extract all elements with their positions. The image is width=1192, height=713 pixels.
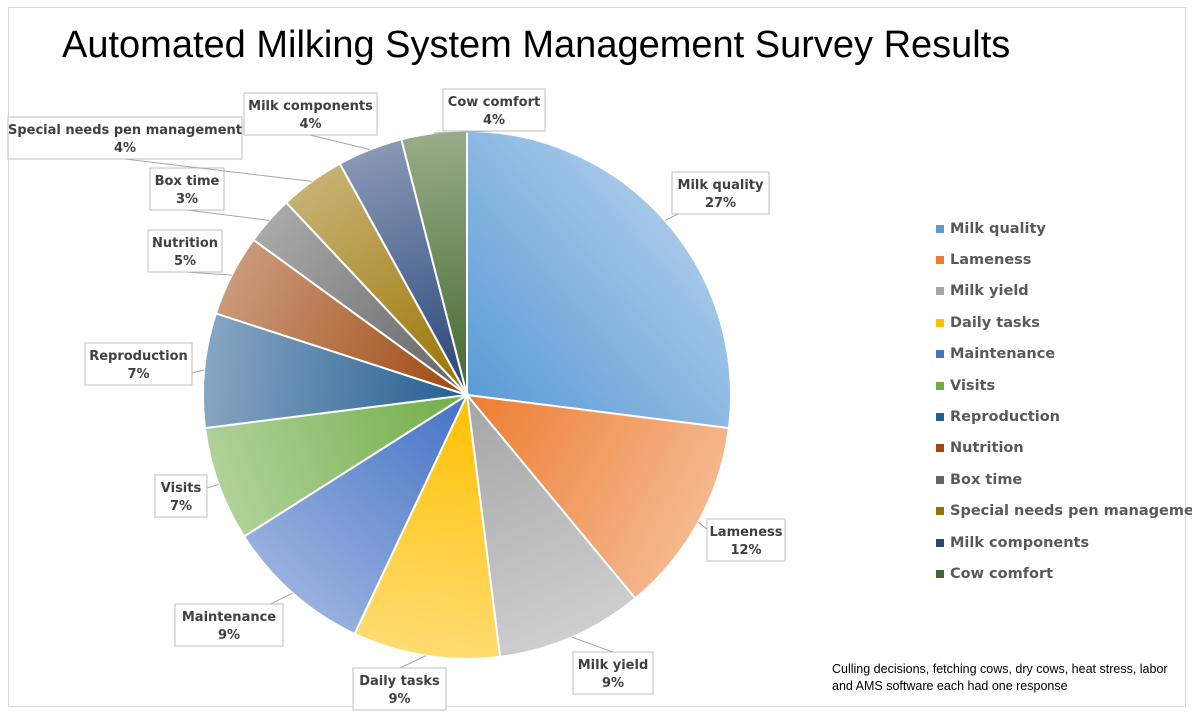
pie-slice-reproduction [202,312,468,430]
data-label-name-cow-comfort: Cow comfort [448,95,540,110]
legend-label: Daily tasks [950,314,1040,331]
data-label-name-daily-tasks: Daily tasks [359,674,440,689]
pie-slice-lameness [464,393,731,600]
legend-swatch [936,569,944,578]
legend-swatch [936,256,944,265]
data-label-name-nutrition: Nutrition [152,236,218,251]
data-label-name-reproduction: Reproduction [89,349,188,364]
leader-line-milk-yield [571,636,614,653]
legend-swatch [936,444,944,453]
data-label-name-visits: Visits [161,481,202,496]
data-label-value-reproduction: 7% [127,367,149,382]
data-label-value-cow-comfort: 4% [483,113,505,128]
data-label-box-milk-quality [671,171,770,215]
legend-item-box-time: Box time [936,464,1192,495]
legend-item-visits: Visits [936,370,1192,401]
legend-label: Box time [950,471,1023,488]
legend-swatch [936,224,944,233]
data-label-box-nutrition [147,229,223,273]
data-label-callouts: Milk quality 27% Lameness 12% Milk yield 9% Da… [7,88,786,711]
data-label-box-box-time [149,167,225,211]
legend-item-nutrition: Nutrition [936,433,1192,464]
legend-label: Lameness [950,252,1032,269]
data-label-value-nutrition: 5% [174,254,196,269]
footnote: Culling decisions, fetching cows, dry co… [832,662,1168,693]
legend-item-daily-tasks: Daily tasks [936,307,1192,338]
legend-item-milk-quality: Milk quality [936,213,1192,244]
pie-slice-milk-quality [466,129,732,430]
data-label-name-milk-yield: Milk yield [578,658,649,673]
data-label-box-visits [154,474,208,518]
data-label-value-box-time: 3% [176,192,198,207]
chart-frame [8,7,1186,707]
data-label-box-lameness [706,518,786,562]
legend-swatch [936,507,944,516]
data-label-box-special-needs-pen-management [7,116,243,160]
leader-line-box-time [186,209,270,221]
legend-swatch [936,381,944,390]
legend-label: Visits [950,377,996,394]
pie-slice-milk-yield [465,391,637,659]
legend-label: Cow comfort [950,565,1054,582]
data-label-name-milk-components: Milk components [248,99,373,114]
data-label-name-maintenance: Maintenance [182,610,276,625]
legend-label: Reproduction [950,409,1060,426]
legend-item-cow-comfort: Cow comfort [936,558,1192,589]
legend-swatch [936,475,944,484]
data-label-value-milk-components: 4% [299,117,321,132]
legend-item-special-needs-pen-management: Special needs pen management [936,496,1192,527]
data-label-name-special-needs-pen-management: Special needs pen management [8,123,242,138]
legend-swatch [936,413,944,422]
data-label-value-visits: 7% [170,499,192,514]
data-label-value-daily-tasks: 9% [388,692,410,707]
legend-label: Milk quality [950,220,1046,237]
data-label-box-reproduction [84,342,193,386]
data-label-name-lameness: Lameness [710,525,783,540]
data-label-value-milk-quality: 27% [705,196,736,211]
leader-line-nutrition [184,271,232,276]
legend: Milk quality Lameness Milk yield Daily task… [936,213,1192,590]
legend-item-reproduction: Reproduction [936,401,1192,432]
legend-item-milk-components: Milk components [936,527,1192,558]
legend-label: Milk yield [950,283,1029,300]
data-label-value-lameness: 12% [730,543,761,558]
legend-swatch [936,287,944,296]
chart-title: Automated Milking System Management Surv… [62,24,1011,66]
leader-line-special-needs-pen-management [124,158,312,182]
legend-swatch [936,350,944,359]
legend-swatch [936,538,944,547]
data-label-value-maintenance: 9% [218,628,240,643]
data-label-box-maintenance [174,603,284,647]
data-label-box-cow-comfort [442,88,546,132]
pie-slice-visits [203,394,468,538]
legend-label: Special needs pen management [950,503,1192,520]
legend-swatch [936,318,944,327]
data-label-box-milk-components [243,92,378,136]
data-label-name-box-time: Box time [155,174,220,189]
legend-item-lameness: Lameness [936,244,1192,275]
legend-item-milk-yield: Milk yield [936,276,1192,307]
data-label-value-milk-yield: 9% [602,676,624,691]
leader-line-daily-tasks [399,655,426,669]
pie-slices [202,129,732,660]
legend-label: Nutrition [950,440,1024,457]
legend-item-maintenance: Maintenance [936,339,1192,370]
legend-label: Milk components [950,534,1090,551]
data-label-box-milk-yield [572,651,654,695]
data-label-box-daily-tasks [352,667,447,711]
legend-label: Maintenance [950,346,1056,363]
data-label-name-milk-quality: Milk quality [678,178,764,193]
data-label-value-special-needs-pen-management: 4% [114,141,136,156]
leader-line-milk-components [309,134,370,151]
